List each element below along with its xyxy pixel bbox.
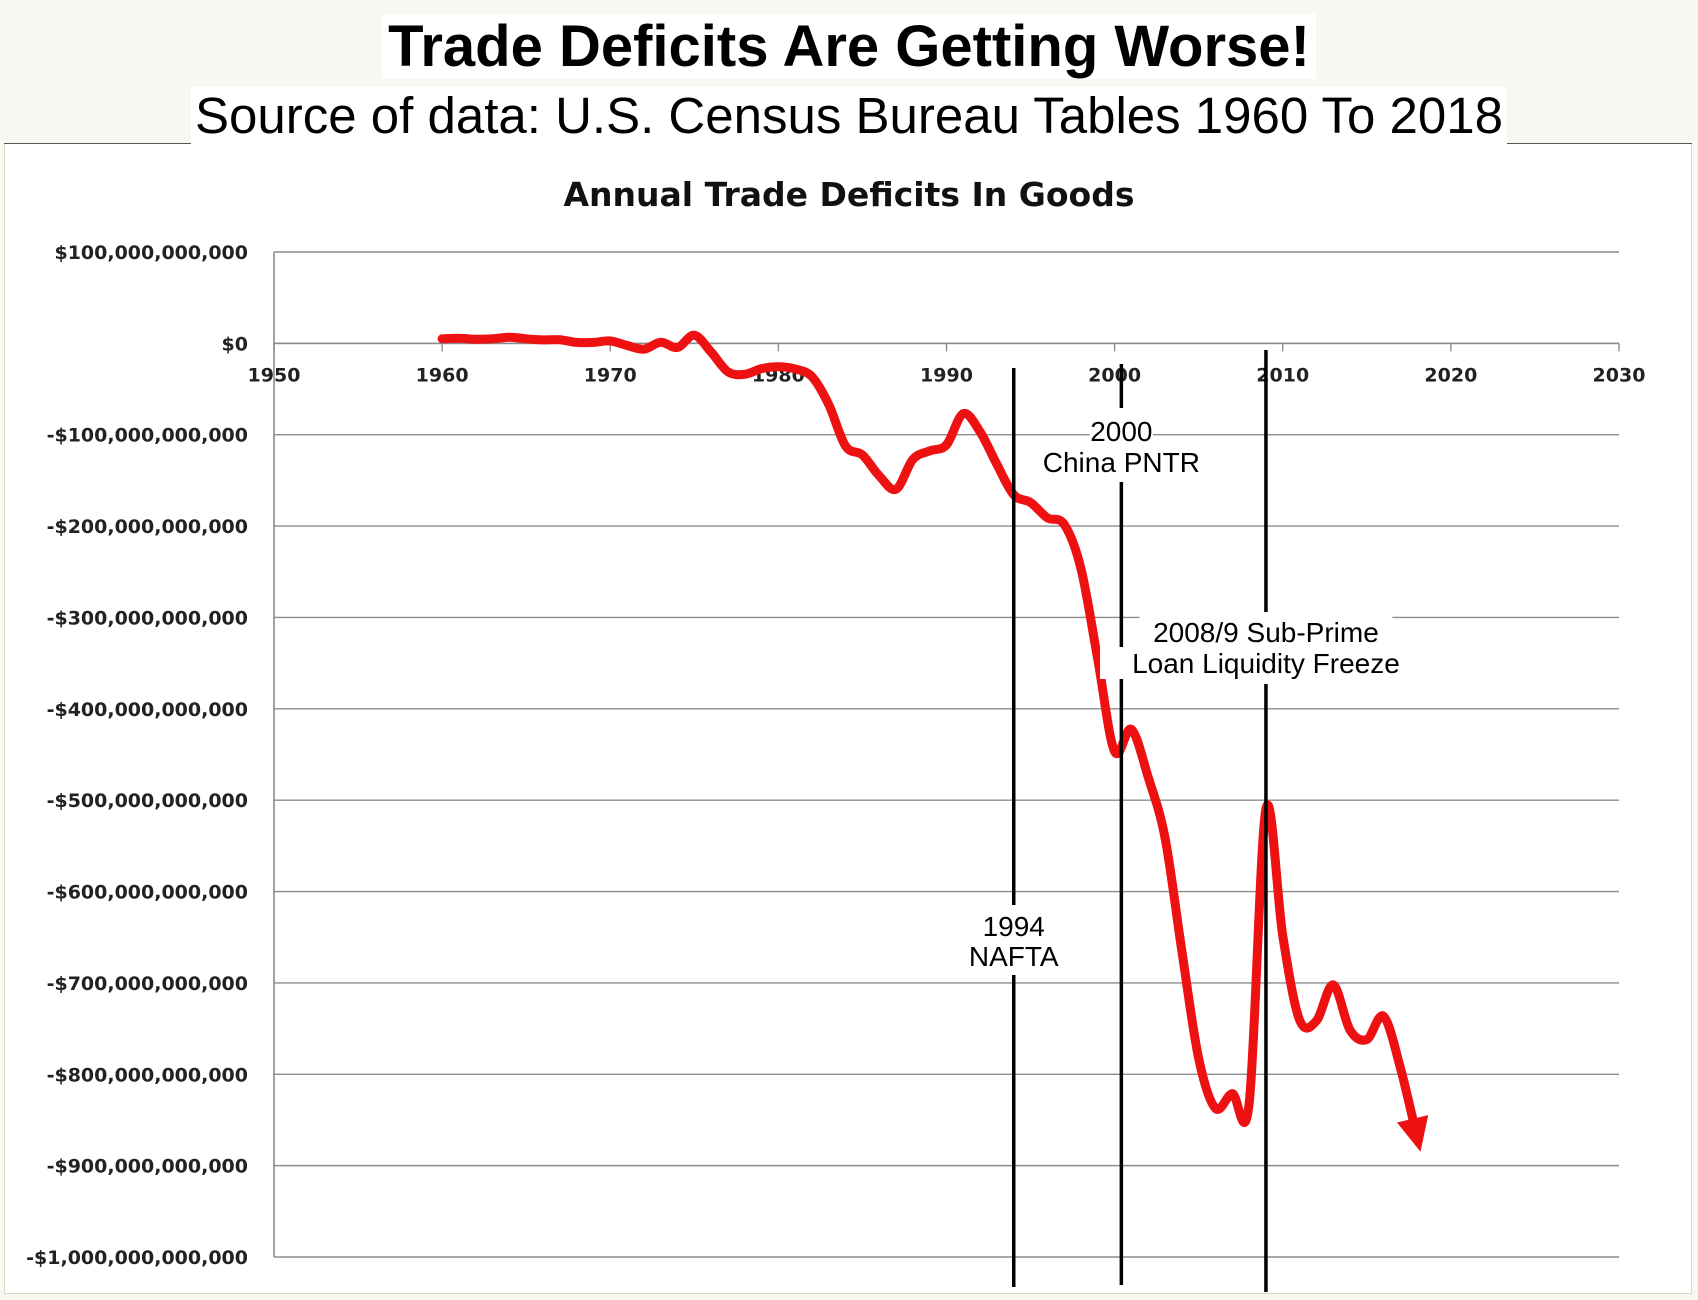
- event-label-bg-0-0: [982, 910, 1046, 942]
- event-label-bg-1-1: [1042, 446, 1201, 478]
- series-arrowhead: [1397, 1115, 1429, 1152]
- y-tick-label-6: -$500,000,000,000: [47, 790, 248, 812]
- event-label-1-1: China PNTR: [1043, 447, 1200, 478]
- y-axis-tick-labels: $100,000,000,000 $0 -$100,000,000,000 -$200…: [26, 242, 248, 1269]
- x-tick-label-2: 1970: [584, 364, 637, 386]
- x-tick-label-6: 2010: [1256, 364, 1309, 386]
- x-tick-label-5: 2000: [1088, 364, 1141, 386]
- gridlines: [274, 251, 1619, 1258]
- y-tick-label-11: -$1,000,000,000,000: [26, 1247, 248, 1269]
- event-label-bg-1-0: [1089, 415, 1153, 447]
- x-tick-label-7: 2020: [1424, 364, 1477, 386]
- page-subtitle: Source of data: U.S. Census Bureau Table…: [0, 86, 1698, 146]
- axes: [273, 252, 1620, 1257]
- event-label-0-1: NAFTA: [969, 941, 1059, 972]
- y-tick-label-1: $0: [222, 333, 248, 355]
- x-tick-label-4: 1990: [920, 364, 973, 386]
- y-tick-label-8: -$700,000,000,000: [47, 973, 248, 995]
- event-label-bg-0-1: [974, 940, 1054, 972]
- x-tick-label-1: 1960: [416, 364, 469, 386]
- y-tick-label-4: -$300,000,000,000: [47, 607, 248, 629]
- event-label-2-1: Loan Liquidity Freeze: [1132, 648, 1400, 679]
- y-tick-label-0: $100,000,000,000: [54, 242, 248, 264]
- y-tick-label-3: -$200,000,000,000: [47, 516, 248, 538]
- y-tick-label-2: -$100,000,000,000: [47, 425, 248, 447]
- page-subtitle-text: Source of data: U.S. Census Bureau Table…: [191, 87, 1507, 144]
- event-label-1-0: 2000: [1090, 416, 1152, 447]
- event-label-bg-2-0: [1139, 616, 1393, 648]
- event-label-2-0: 2008/9 Sub-Prime: [1153, 617, 1379, 648]
- page-title: Trade Deficits Are Getting Worse!: [0, 12, 1698, 82]
- x-tick-label-0: 1950: [248, 364, 301, 386]
- series-group: [437, 330, 1429, 1152]
- event-label-bg-2-1: [1100, 647, 1432, 679]
- page-title-text: Trade Deficits Are Getting Worse!: [382, 14, 1316, 79]
- x-axis-tick-labels: 1950 1960 1970 1980 1990 2000 2010 2020 2030: [248, 364, 1646, 386]
- chart-title: Annual Trade Deficits In Goods: [564, 175, 1135, 214]
- y-tick-label-9: -$800,000,000,000: [47, 1064, 248, 1086]
- series-line-0: [437, 330, 1422, 1143]
- x-tick-label-8: 2030: [1593, 364, 1646, 386]
- y-tick-label-7: -$600,000,000,000: [47, 882, 248, 904]
- y-tick-label-10: -$900,000,000,000: [47, 1156, 248, 1178]
- y-tick-label-5: -$400,000,000,000: [47, 699, 248, 721]
- event-label-0-0: 1994: [983, 911, 1045, 942]
